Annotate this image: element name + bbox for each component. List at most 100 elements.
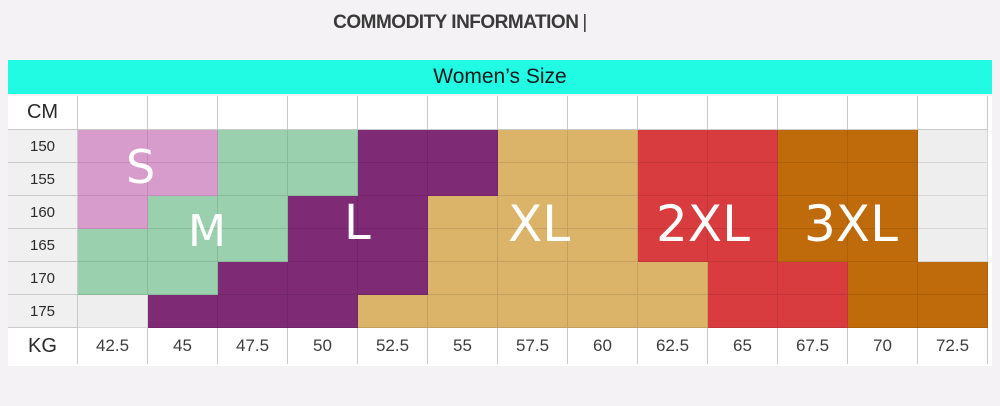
size-cell-3xl	[918, 262, 988, 295]
size-cell-3xl	[848, 295, 918, 328]
header-cell	[568, 96, 638, 130]
size-cell-3xl	[918, 295, 988, 328]
size-cell-xl	[498, 130, 568, 163]
size-cell-3xl	[848, 163, 918, 196]
size-cell-3xl	[848, 196, 918, 229]
header-cell	[78, 96, 148, 130]
header-cell	[358, 96, 428, 130]
size-cell-l	[358, 130, 428, 163]
size-cell-2xl	[708, 196, 778, 229]
size-cell-s	[148, 163, 218, 196]
size-cell-xl	[358, 295, 428, 328]
header-cell	[778, 96, 848, 130]
banner-label: Women’s Size	[433, 65, 567, 88]
size-cell-l	[358, 196, 428, 229]
weight-label: 52.5	[358, 328, 428, 364]
size-cell-m	[148, 196, 218, 229]
weight-label: 60	[568, 328, 638, 364]
header-cell	[918, 96, 988, 130]
size-cell-l	[288, 229, 358, 262]
size-cell-xl	[498, 163, 568, 196]
size-cell-m	[288, 163, 358, 196]
weight-label: 50	[288, 328, 358, 364]
header-cell	[708, 96, 778, 130]
size-cell-xl	[568, 163, 638, 196]
size-cell-m	[148, 262, 218, 295]
size-label-s: S	[126, 140, 156, 194]
size-cell-xl	[638, 295, 708, 328]
weight-label: 70	[848, 328, 918, 364]
size-cell-m	[148, 229, 218, 262]
weight-label: 67.5	[778, 328, 848, 364]
size-cell-l	[428, 163, 498, 196]
size-cell-2xl	[638, 196, 708, 229]
size-cell-3xl	[778, 130, 848, 163]
size-cell-xl	[498, 196, 568, 229]
size-cell-l	[428, 130, 498, 163]
height-label: 165	[8, 229, 78, 262]
size-cell-m	[218, 130, 288, 163]
size-cell-s	[78, 163, 148, 196]
size-cell-2xl	[778, 295, 848, 328]
header-cell	[848, 96, 918, 130]
size-cell-3xl	[778, 163, 848, 196]
empty-cell	[918, 196, 988, 229]
size-cell-3xl	[848, 130, 918, 163]
size-cell-l	[218, 295, 288, 328]
size-cell-xl	[498, 262, 568, 295]
size-label-m: M	[188, 206, 226, 257]
size-cell-2xl	[708, 130, 778, 163]
size-cell-xl	[568, 262, 638, 295]
height-label: 170	[8, 262, 78, 295]
empty-cell	[918, 229, 988, 262]
size-cell-m	[218, 163, 288, 196]
size-label-3xl: 3XL	[804, 195, 898, 253]
size-cell-xl	[428, 295, 498, 328]
size-banner: Women’s Size	[8, 60, 992, 94]
cm-label: CM	[8, 96, 78, 130]
weight-label: 62.5	[638, 328, 708, 364]
size-cell-xl	[428, 262, 498, 295]
header-cell	[638, 96, 708, 130]
size-cell-2xl	[638, 163, 708, 196]
size-cell-l	[358, 163, 428, 196]
size-cell-xl	[428, 196, 498, 229]
size-cell-2xl	[638, 130, 708, 163]
size-label-xl: XL	[508, 195, 571, 253]
weight-label: 55	[428, 328, 498, 364]
title-separator: |	[582, 12, 587, 33]
weight-label: 72.5	[918, 328, 988, 364]
size-label-l: L	[344, 195, 371, 251]
weight-label: 65	[708, 328, 778, 364]
size-cell-m	[78, 229, 148, 262]
size-cell-2xl	[708, 229, 778, 262]
header-cell	[288, 96, 358, 130]
size-cell-2xl	[708, 163, 778, 196]
size-label-2xl: 2XL	[656, 195, 750, 253]
height-label: 155	[8, 163, 78, 196]
size-cell-2xl	[708, 295, 778, 328]
size-cell-m	[218, 229, 288, 262]
height-label: 150	[8, 130, 78, 163]
weight-label: 42.5	[78, 328, 148, 364]
size-cell-2xl	[778, 262, 848, 295]
size-cell-3xl	[778, 196, 848, 229]
size-cell-l	[288, 196, 358, 229]
weight-label: 47.5	[218, 328, 288, 364]
header-cell	[218, 96, 288, 130]
kg-label: KG	[8, 328, 78, 364]
size-cell-xl	[568, 295, 638, 328]
size-cell-2xl	[638, 229, 708, 262]
empty-cell	[918, 130, 988, 163]
size-cell-s	[78, 196, 148, 229]
size-cell-l	[148, 295, 218, 328]
size-cell-l	[288, 262, 358, 295]
size-cell-l	[358, 262, 428, 295]
size-cell-s	[78, 130, 148, 163]
empty-cell	[78, 295, 148, 328]
size-cell-s	[148, 130, 218, 163]
size-cell-l	[218, 262, 288, 295]
page-title-text: COMMODITY INFORMATION	[333, 12, 579, 33]
size-cell-xl	[498, 295, 568, 328]
size-cell-m	[218, 196, 288, 229]
